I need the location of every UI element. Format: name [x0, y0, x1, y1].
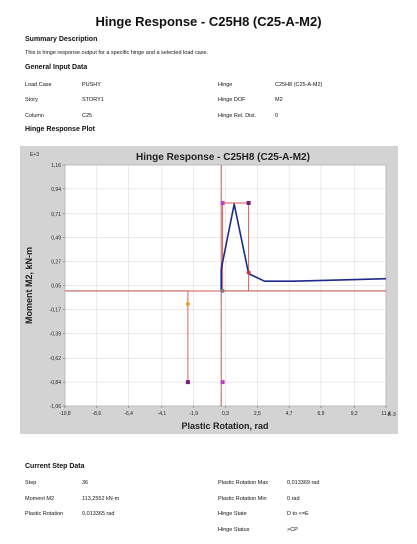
- x-tick-label: 9,2: [351, 411, 358, 417]
- step-value: 0 rad: [287, 496, 300, 502]
- x-tick-label: 0,3: [222, 411, 229, 417]
- step-label: Plastic Rotation Min: [218, 496, 267, 502]
- step-value: 0,013369 rad: [287, 480, 320, 486]
- series-group: [187, 202, 387, 383]
- general-value: PUSHY: [82, 82, 101, 88]
- data-marker: [220, 380, 225, 385]
- step-label: Step: [25, 480, 37, 486]
- general-value: 0: [275, 113, 279, 119]
- y-tick-label: 0,27: [51, 260, 61, 266]
- x-tick-label: -6,4: [124, 411, 133, 417]
- general-value: M2: [275, 97, 283, 103]
- marker-group: [185, 200, 251, 385]
- x-tick-label: -1,9: [189, 411, 198, 417]
- data-marker: [185, 380, 190, 385]
- response-series-line: [220, 203, 387, 291]
- step-label: Plastic Rotation Max: [218, 480, 269, 486]
- x-tick-label: 6,9: [317, 411, 324, 417]
- x-tick-label: 11,4: [381, 411, 391, 417]
- y-tick-label: 0,49: [51, 236, 61, 242]
- data-marker: [220, 200, 225, 205]
- data-marker: [185, 301, 190, 306]
- general-label: Hinge: [218, 82, 233, 88]
- x-axis-label: Plastic Rotation, rad: [181, 421, 268, 431]
- y-multiplier-label: E+3: [30, 152, 39, 158]
- general-label: Story: [25, 97, 38, 103]
- chart-svg: Hinge Response - C25H8 (C25-A-M2) -10,8-…: [24, 152, 396, 431]
- y-tick-label: 1,16: [51, 163, 61, 169]
- general-heading: General Input Data: [25, 64, 88, 71]
- y-tick-label: -1,06: [50, 404, 62, 410]
- backbone-series-line: [187, 202, 250, 383]
- tick-label-group: -10,8 -8,6 -6,4 -4,1 -1,9 0,3 2,5 4,7 6,9 9,2 11,4…: [50, 163, 391, 417]
- general-label: Column: [25, 113, 44, 119]
- step-label: Moment M2: [25, 496, 55, 502]
- current-step-heading: Current Step Data: [25, 463, 85, 470]
- data-marker: [220, 288, 225, 293]
- step-label: Plastic Rotation: [25, 511, 64, 517]
- y-tick-label: 0,71: [51, 212, 61, 218]
- x-tick-label: -4,1: [158, 411, 167, 417]
- y-tick-label: -0,62: [50, 356, 62, 362]
- data-marker: [246, 200, 251, 205]
- general-value: C25H8 (C25-A-M2): [275, 82, 323, 88]
- y-tick-label: 0,94: [51, 187, 61, 193]
- x-tick-label: 2,5: [254, 411, 261, 417]
- x-multiplier-label: E-3: [388, 412, 396, 418]
- step-value: >CP: [287, 527, 298, 533]
- y-tick-label: -0,39: [50, 331, 62, 337]
- general-value: C25: [82, 113, 93, 119]
- general-label: Load Case: [25, 82, 52, 88]
- y-tick-label: 0,05: [51, 284, 61, 290]
- summary-text: This is hinge response output for a spec…: [25, 50, 209, 56]
- general-label: Hinge DOF: [218, 97, 246, 103]
- grid: [64, 164, 387, 407]
- y-tick-label: -0,17: [50, 307, 62, 313]
- x-tick-label: -8,6: [92, 411, 101, 417]
- summary-heading: Summary Description: [25, 36, 98, 43]
- step-value: 113,2552 kN-m: [82, 496, 120, 502]
- x-tick-label: 4,7: [286, 411, 293, 417]
- general-value: STORY1: [82, 97, 104, 103]
- hinge-response-plot: Hinge Response - C25H8 (C25-A-M2) -10,8-…: [20, 146, 398, 434]
- general-label: Hinge Rel. Dist.: [218, 113, 257, 119]
- plot-heading: Hinge Response Plot: [25, 126, 96, 133]
- step-label: Hinge State: [218, 511, 247, 517]
- y-axis-label: Moment M2, kN-m: [24, 247, 34, 324]
- report-title: Hinge Response - C25H8 (C25-A-M2): [95, 14, 322, 29]
- x-tick-label: -10,8: [59, 411, 71, 417]
- step-label: Hinge Status: [218, 527, 250, 533]
- step-value: D to <=E: [287, 511, 309, 517]
- step-value: 36: [82, 480, 89, 486]
- y-tick-label: -0,84: [50, 380, 62, 386]
- chart-title: Hinge Response - C25H8 (C25-A-M2): [136, 152, 310, 163]
- step-value: 0,013365 rad: [82, 511, 115, 517]
- data-marker: [246, 270, 251, 275]
